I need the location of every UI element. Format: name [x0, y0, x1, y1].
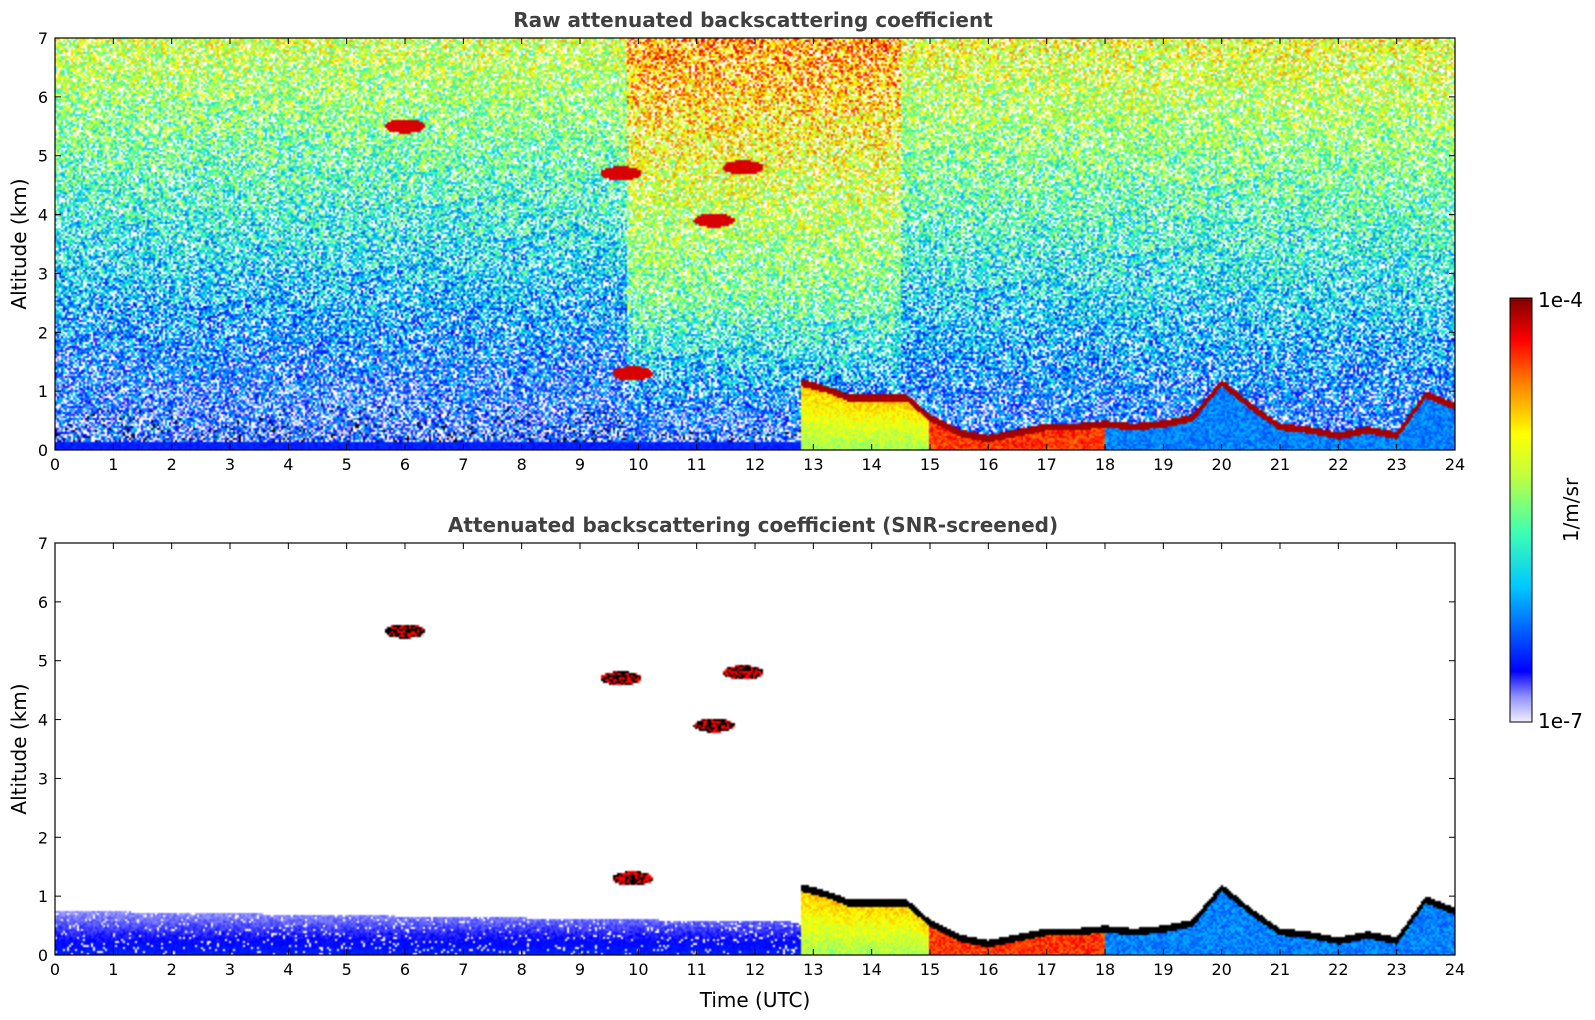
- top-x-ticks: 0 1 2 3 4 5 6 7 8 9 10 11 12 13 14 15 16 17 18 19 20 21 22 23 24: [50, 38, 1465, 474]
- x-tick-label: 4: [283, 960, 293, 979]
- colorbar: [1509, 297, 1533, 723]
- x-tick-label: 9: [575, 960, 585, 979]
- x-tick-label: 13: [803, 455, 823, 474]
- bottom-y-ticks: 0 1 2 3 4 5 6 7: [38, 534, 1455, 965]
- x-tick-label: 22: [1328, 960, 1348, 979]
- y-tick-label: 2: [38, 323, 48, 342]
- x-tick-label: 16: [978, 455, 998, 474]
- y-tick-label: 6: [38, 593, 48, 612]
- x-tick-label: 19: [1153, 455, 1173, 474]
- x-tick-label: 14: [861, 455, 881, 474]
- x-tick-label: 4: [283, 455, 293, 474]
- top-y-axis-label: Altitude (km): [7, 178, 31, 309]
- bottom-heatmap-image: [55, 543, 1455, 955]
- y-tick-label: 1: [38, 887, 48, 906]
- x-tick-label: 13: [803, 960, 823, 979]
- heatmap-raster: [55, 543, 1455, 955]
- x-tick-label: 6: [400, 455, 410, 474]
- x-tick-label: 2: [167, 960, 177, 979]
- x-tick-label: 1: [108, 960, 118, 979]
- x-tick-label: 3: [225, 455, 235, 474]
- x-tick-label: 12: [745, 455, 765, 474]
- x-tick-label: 22: [1328, 455, 1348, 474]
- x-tick-label: 3: [225, 960, 235, 979]
- x-tick-label: 21: [1270, 960, 1290, 979]
- x-tick-label: 23: [1386, 960, 1406, 979]
- top-y-ticks: 0 1 2 3 4 5 6 7: [38, 29, 1455, 460]
- x-tick-label: 23: [1386, 455, 1406, 474]
- x-tick-label: 5: [342, 455, 352, 474]
- x-tick-label: 18: [1095, 455, 1115, 474]
- x-axis-label: Time (UTC): [699, 988, 811, 1012]
- bottom-y-axis-label: Altitude (km): [7, 683, 31, 814]
- x-tick-label: 11: [686, 455, 706, 474]
- x-tick-label: 15: [920, 455, 940, 474]
- y-tick-label: 6: [38, 88, 48, 107]
- x-tick-label: 11: [686, 960, 706, 979]
- x-tick-label: 21: [1270, 455, 1290, 474]
- x-tick-label: 15: [920, 960, 940, 979]
- x-tick-label: 10: [628, 455, 648, 474]
- top-panel-title: Raw attenuated backscattering coefficien…: [513, 8, 993, 32]
- x-tick-label: 0: [50, 455, 60, 474]
- x-tick-label: 7: [458, 455, 468, 474]
- x-tick-label: 17: [1036, 960, 1056, 979]
- x-tick-label: 24: [1445, 455, 1465, 474]
- x-tick-label: 12: [745, 960, 765, 979]
- x-tick-label: 1: [108, 455, 118, 474]
- x-tick-label: 19: [1153, 960, 1173, 979]
- y-tick-label: 5: [38, 652, 48, 671]
- top-heatmap-image: [55, 38, 1455, 450]
- top-panel: 0 1 2 3 4 5 6 7 8 9 10 11 12 13 14 15 16 17 18 19 20 21 22 23 24…: [38, 29, 1465, 474]
- y-tick-label: 3: [38, 264, 48, 283]
- x-tick-label: 2: [167, 455, 177, 474]
- x-tick-label: 16: [978, 960, 998, 979]
- y-tick-label: 4: [38, 711, 48, 730]
- x-tick-label: 8: [517, 455, 527, 474]
- y-tick-label: 2: [38, 828, 48, 847]
- x-tick-label: 14: [861, 960, 881, 979]
- x-tick-label: 8: [517, 960, 527, 979]
- y-tick-label: 0: [38, 441, 48, 460]
- colorbar-max-label: 1e-4: [1538, 288, 1583, 312]
- y-tick-label: 1: [38, 382, 48, 401]
- x-tick-label: 6: [400, 960, 410, 979]
- bottom-x-ticks: 0 1 2 3 4 5 6 7 8 9 10 11 12 13 14 15 16 17 18 19 20 21 22 23 24: [50, 543, 1465, 979]
- y-tick-label: 5: [38, 147, 48, 166]
- x-tick-label: 0: [50, 960, 60, 979]
- x-tick-label: 20: [1211, 960, 1231, 979]
- bottom-panel-title: Attenuated backscattering coefficient (S…: [448, 513, 1058, 537]
- y-tick-label: 0: [38, 946, 48, 965]
- x-tick-label: 18: [1095, 960, 1115, 979]
- colorbar-unit-label: 1/m/sr: [1559, 477, 1583, 542]
- y-tick-label: 7: [38, 534, 48, 553]
- colorbar-min-label: 1e-7: [1538, 709, 1583, 733]
- heatmap-raster: [55, 38, 1455, 450]
- y-tick-label: 7: [38, 29, 48, 48]
- x-tick-label: 5: [342, 960, 352, 979]
- x-tick-label: 7: [458, 960, 468, 979]
- x-tick-label: 20: [1211, 455, 1231, 474]
- x-tick-label: 10: [628, 960, 648, 979]
- x-tick-label: 17: [1036, 455, 1056, 474]
- x-tick-label: 9: [575, 455, 585, 474]
- y-tick-label: 4: [38, 206, 48, 225]
- x-tick-label: 24: [1445, 960, 1465, 979]
- y-tick-label: 3: [38, 769, 48, 788]
- bottom-panel: 0 1 2 3 4 5 6 7 8 9 10 11 12 13 14 15 16 17 18 19 20 21 22 23 24…: [38, 534, 1465, 979]
